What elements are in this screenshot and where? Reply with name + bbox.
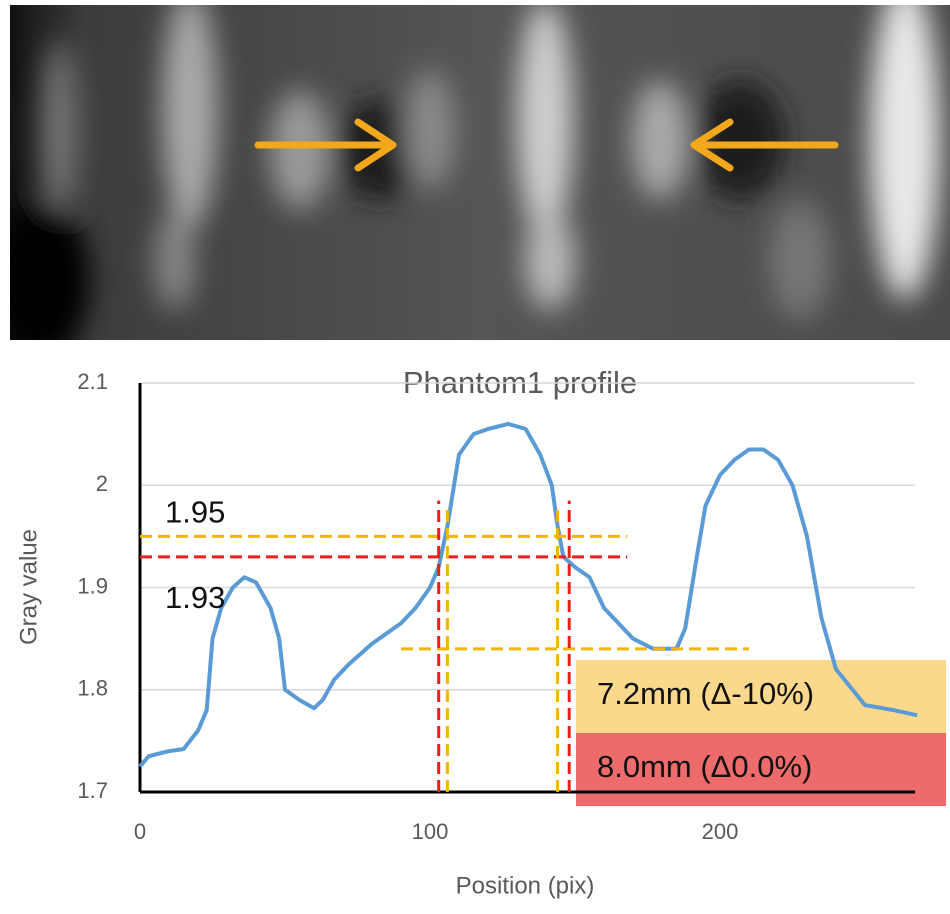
- level-label: 1.95: [165, 495, 225, 530]
- callout-box: [576, 660, 946, 733]
- y-tick-label: 1.7: [77, 778, 108, 803]
- x-tick-label: 0: [134, 819, 146, 844]
- callout-text: 8.0mm (Δ0.0%): [597, 749, 812, 784]
- level-label: 1.93: [165, 580, 225, 615]
- x-tick-label: 100: [412, 819, 449, 844]
- plot: 1.7 1.8 1.9 2 2.1 0 100 200 7.2mm (Δ-10%) 8.0mm (…: [77, 369, 946, 844]
- callout-box: [576, 733, 946, 806]
- y-tick-label: 2.1: [77, 369, 108, 394]
- x-axis-label: Position (pix): [456, 872, 595, 899]
- x-tick-label: 200: [702, 819, 739, 844]
- y-axis-label: Gray value: [15, 529, 42, 645]
- y-tick-label: 1.9: [77, 573, 108, 598]
- y-tick-label: 2: [96, 471, 108, 496]
- callout-text: 7.2mm (Δ-10%): [597, 676, 814, 711]
- data-line: [138, 421, 918, 768]
- y-tick-label: 1.8: [77, 676, 108, 701]
- ct-image: [10, 5, 950, 340]
